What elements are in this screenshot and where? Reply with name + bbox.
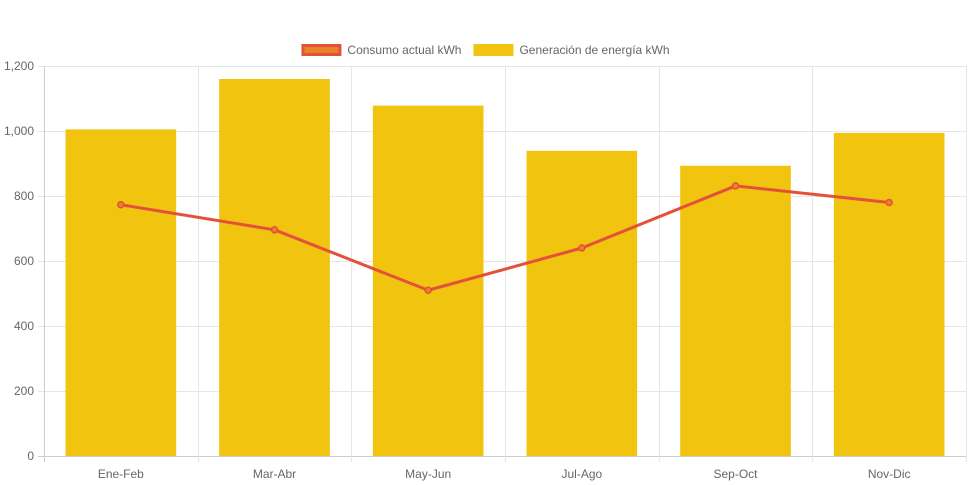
consumo-point-jul-ago	[578, 244, 586, 252]
y-tick-label: 400	[14, 319, 34, 333]
x-tick-label: Jul-Ago	[561, 467, 602, 481]
consumo-point-ene-feb	[117, 201, 125, 209]
y-tick-label: 0	[27, 449, 34, 463]
x-tick-label: Mar-Abr	[253, 467, 296, 481]
bar-ene-feb	[65, 129, 177, 456]
y-tick-label: 200	[14, 384, 34, 398]
y-tick-label: 800	[14, 189, 34, 203]
x-tick-label: Ene-Feb	[98, 467, 144, 481]
x-tick-label: Nov-Dic	[868, 467, 911, 481]
y-tick-label: 1,200	[4, 59, 34, 73]
x-axis: Ene-Feb Mar-Abr May-Jun Jul-Ago Sep-Oct Nov-D…	[98, 467, 911, 481]
chart-grid	[38, 66, 967, 462]
legend-swatch	[473, 44, 514, 56]
consumo-point-mar-abr	[270, 226, 279, 234]
bar-series	[65, 79, 945, 457]
consumo-line	[120, 184, 890, 292]
y-tick-label: 1,000	[4, 124, 34, 138]
legend-item: Generación de energía kWh	[473, 43, 670, 57]
y-tick-label: 600	[14, 254, 34, 268]
line-series	[117, 182, 893, 294]
bar-nov-dic	[833, 132, 945, 456]
consumo-point-nov-dic	[885, 198, 893, 207]
legend-item: Consumo actual kWh	[301, 43, 461, 57]
legend-swatch	[301, 44, 342, 56]
consumo-point-sep-oct	[731, 182, 740, 190]
bar-sep-oct	[680, 165, 791, 456]
y-axis: 0 200 400 600 800 1,000 1,200	[4, 59, 34, 463]
bar-jul-ago	[526, 150, 638, 456]
legend-label: Generación de energía kWh	[519, 43, 669, 57]
x-tick-label: Sep-Oct	[713, 467, 758, 481]
consumo-point-may-jun	[424, 286, 432, 294]
bar-mar-abr	[219, 79, 330, 456]
legend-label: Consumo actual kWh	[347, 43, 461, 57]
chart-legend: Consumo actual kWh Generación de energía …	[301, 43, 670, 57]
x-tick-label: May-Jun	[405, 467, 451, 481]
